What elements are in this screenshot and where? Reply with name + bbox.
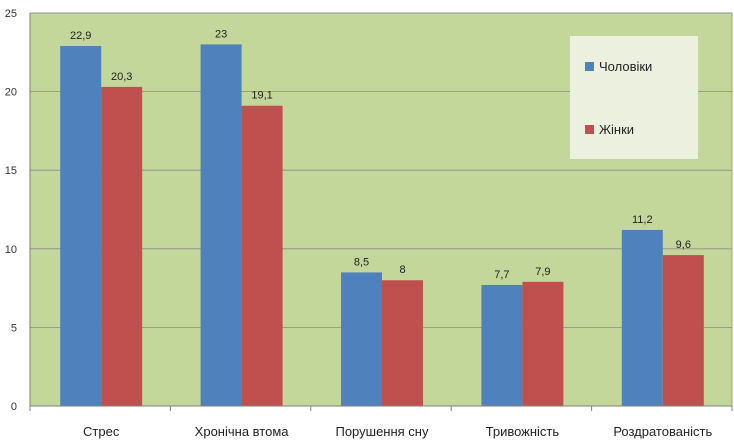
bar-women	[241, 105, 283, 407]
y-tick-label: 5	[11, 322, 17, 334]
bar-women	[522, 281, 564, 406]
bar-women	[382, 280, 423, 406]
legend-label-women: Жінки	[599, 122, 634, 137]
bar-women	[662, 255, 704, 406]
bar-men	[341, 272, 382, 406]
y-tick-label: 25	[5, 8, 17, 20]
y-axis: 0 5 10 15 20 25	[5, 8, 31, 413]
bar-men	[621, 229, 663, 406]
y-tick-label: 0	[11, 401, 17, 413]
x-category-label: Порушення сну	[335, 424, 429, 439]
bar-men	[481, 284, 523, 406]
data-label: 7,7	[494, 269, 509, 281]
data-label: 22,9	[70, 30, 91, 42]
bar-men	[200, 44, 242, 406]
bar-women	[101, 86, 143, 406]
data-label: 7,9	[535, 266, 550, 278]
x-category-label: Тривожність	[486, 424, 560, 439]
legend-label-men: Чоловіки	[599, 59, 652, 74]
x-category-label: Хронічна втома	[195, 424, 290, 439]
legend-box	[570, 36, 698, 159]
y-tick-label: 10	[5, 244, 17, 256]
data-label: 8,5	[354, 256, 369, 268]
legend-swatch-men	[585, 62, 594, 71]
data-label: 8	[399, 264, 405, 276]
data-label: 11,2	[632, 214, 653, 226]
data-label: 9,6	[676, 239, 691, 251]
legend-swatch-women	[585, 125, 594, 134]
legend: Чоловіки Жінки	[570, 36, 698, 159]
bars: 22,9 20,3 23 19,1 8,5 8 7,7 7,9 11,2 9,6	[60, 28, 704, 407]
y-tick-label: 15	[5, 165, 17, 177]
data-label: 19,1	[251, 90, 272, 102]
x-category-label: Стрес	[83, 424, 120, 439]
data-label: 23	[215, 28, 227, 40]
y-tick-label: 20	[5, 87, 17, 99]
x-category-label: Роздратованість	[613, 424, 712, 439]
bar-men	[60, 46, 102, 407]
x-axis: Стрес Хронічна втома Порушення сну Тривожні…	[29, 405, 733, 439]
data-label: 20,3	[111, 71, 132, 83]
